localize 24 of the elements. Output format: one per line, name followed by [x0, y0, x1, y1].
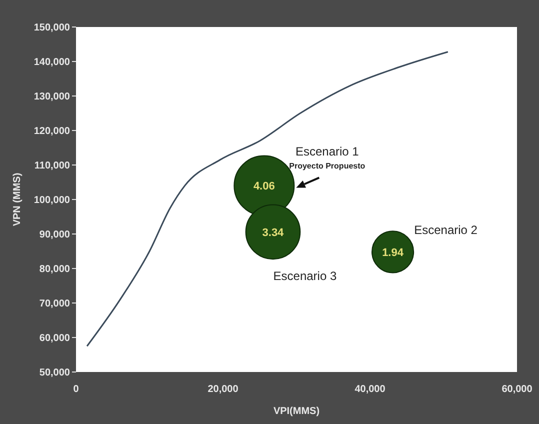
- y-tick-label: 70,000: [39, 298, 70, 310]
- annotation: 1.94: [382, 246, 404, 259]
- y-tick-label: 90,000: [39, 230, 70, 240]
- y-tick-label: 110,000: [34, 160, 70, 172]
- annotation: Escenario 3: [273, 268, 337, 283]
- y-tick-label: 50,000: [39, 368, 70, 378]
- annotation: Escenario 2: [414, 222, 478, 237]
- y-tick-label: 140,000: [34, 57, 70, 68]
- y-tick-label: 60,000: [39, 333, 70, 344]
- y-tick-label: 130,000: [34, 92, 70, 102]
- annotation: Escenario 1: [295, 144, 360, 159]
- x-tick-label: 0: [73, 384, 80, 395]
- x-tick-label: 20,000: [208, 384, 239, 395]
- annotation: Proyecto Propuesto: [289, 162, 366, 171]
- y-tick-label: 80,000: [39, 264, 70, 275]
- x-tick-label: 40,000: [354, 384, 386, 395]
- x-axis-title: VPI(MMS): [273, 406, 320, 417]
- annotation: 4.06: [253, 180, 275, 193]
- y-tick-label: 150,000: [34, 22, 70, 34]
- annotation: 3.34: [262, 226, 285, 239]
- y-tick-label: 120,000: [34, 126, 70, 137]
- y-axis-title: VPN (MMS): [12, 172, 23, 226]
- x-tick-label: 60,000: [502, 384, 533, 395]
- y-tick-label: 100,000: [34, 195, 70, 206]
